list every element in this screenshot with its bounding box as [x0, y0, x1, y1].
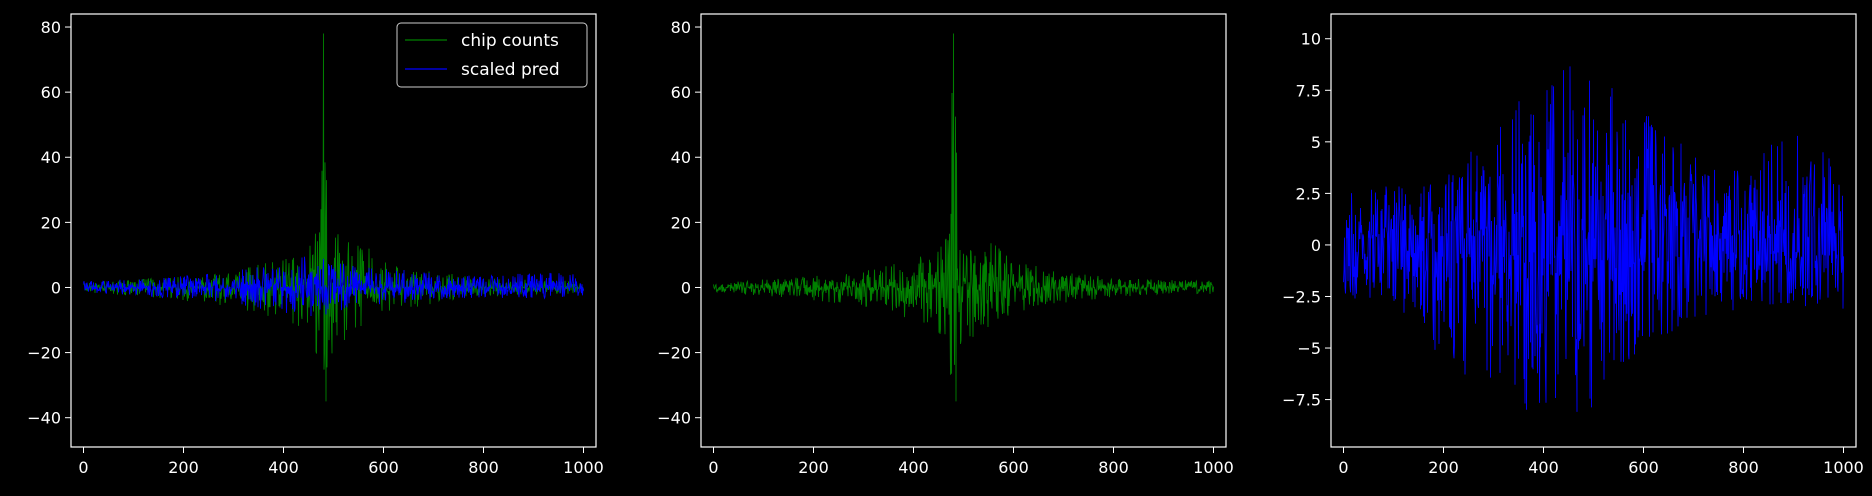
x-tick-label: 600 [368, 458, 399, 477]
y-tick-label: −20 [27, 344, 61, 363]
x-tick-label: 800 [1098, 458, 1129, 477]
plot-area-chip-counts [713, 33, 1214, 402]
x-tick-label: 0 [78, 458, 88, 477]
x-tick-label: 200 [168, 458, 199, 477]
y-tick-label: −40 [27, 409, 61, 428]
x-tick-label: 200 [798, 458, 829, 477]
legend-label-chip-counts: chip counts [461, 31, 559, 51]
y-tick-label: −40 [657, 409, 691, 428]
x-tick-label: 800 [1728, 458, 1759, 477]
axes-frame-chip-counts [700, 13, 1227, 448]
x-tick-label: 400 [1528, 458, 1559, 477]
y-tick-label: 40 [41, 148, 61, 167]
x-tick-label: 600 [998, 458, 1029, 477]
axes-frame-combined [70, 13, 597, 448]
axis-ticks-scaled-pred: 0 200 400 600 800 1000 −7.5 −5 −2.5 0 2.5 5 7.5 10 [1282, 30, 1864, 477]
legend: chip counts scaled pred [396, 22, 588, 88]
x-tick-label: 1000 [563, 458, 604, 477]
y-tick-label: 40 [671, 148, 691, 167]
x-tick-label: 200 [1428, 458, 1459, 477]
legend-label-scaled-pred: scaled pred [461, 60, 560, 80]
y-tick-label: 80 [41, 18, 61, 37]
plot-area-scaled-pred [1343, 66, 1844, 412]
y-tick-label: 60 [671, 83, 691, 102]
y-tick-label: 5 [1311, 133, 1321, 152]
y-tick-label: 0 [51, 278, 61, 297]
y-tick-label: 2.5 [1296, 184, 1321, 203]
y-tick-label: 80 [671, 18, 691, 37]
axes-frame-scaled-pred [1330, 13, 1857, 448]
x-tick-label: 0 [1338, 458, 1348, 477]
y-tick-label: −20 [657, 344, 691, 363]
y-tick-label: 0 [1311, 236, 1321, 255]
plot-area-combined [83, 33, 584, 402]
y-tick-label: −2.5 [1282, 287, 1321, 306]
y-tick-label: 10 [1301, 30, 1321, 49]
y-tick-label: 0 [681, 278, 691, 297]
y-tick-label: −7.5 [1282, 391, 1321, 410]
x-tick-label: 400 [898, 458, 929, 477]
x-tick-label: 600 [1628, 458, 1659, 477]
axis-ticks-chip-counts: 0 200 400 600 800 1000 −40 −20 0 20 40 60 80 [657, 18, 1234, 477]
y-tick-label: 7.5 [1296, 81, 1321, 100]
x-tick-label: 1000 [1193, 458, 1234, 477]
axis-ticks-combined: 0 200 400 600 800 1000 −40 −20 0 20 40 60 80 [27, 18, 604, 477]
panel-chip-counts: 0 200 400 600 800 1000 −40 −20 0 20 40 60 80 [657, 13, 1234, 477]
x-tick-label: 800 [468, 458, 499, 477]
x-tick-label: 1000 [1823, 458, 1864, 477]
panel-scaled-pred: 0 200 400 600 800 1000 −7.5 −5 −2.5 0 2.5 5 7.5 10 [1282, 13, 1864, 477]
series-line-blue-scaled-pred [1343, 66, 1844, 412]
series-line-green-chip-counts [713, 33, 1214, 402]
x-tick-label: 0 [708, 458, 718, 477]
y-tick-label: −5 [1297, 339, 1321, 358]
panel-combined: 0 200 400 600 800 1000 −40 −20 0 20 40 60 80 chip co… [27, 13, 604, 477]
y-tick-label: 20 [41, 213, 61, 232]
x-tick-label: 400 [268, 458, 299, 477]
y-tick-label: 60 [41, 83, 61, 102]
legend-box [396, 22, 588, 88]
y-tick-label: 20 [671, 213, 691, 232]
series-line-scaled-pred-combined [83, 256, 584, 316]
